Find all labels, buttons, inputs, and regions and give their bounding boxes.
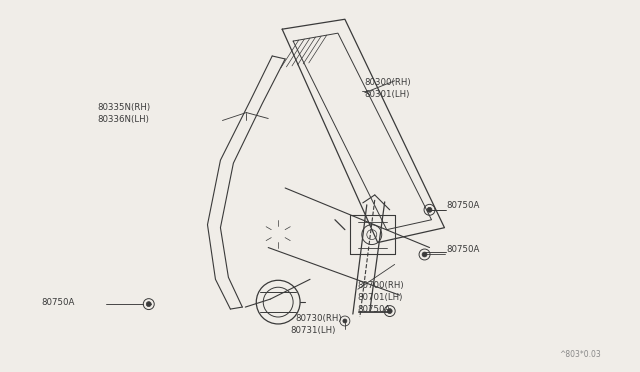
Text: 80335N(RH): 80335N(RH) [97, 103, 150, 112]
Text: 80750A: 80750A [41, 298, 75, 307]
Text: 80336N(LH): 80336N(LH) [97, 115, 149, 124]
Circle shape [427, 207, 432, 212]
Circle shape [422, 252, 427, 257]
Text: 80730(RH): 80730(RH) [295, 314, 342, 324]
Text: 80731(LH): 80731(LH) [290, 326, 335, 336]
Circle shape [387, 309, 392, 314]
Text: 80700(RH): 80700(RH) [358, 281, 404, 290]
Text: ^803*0.03: ^803*0.03 [559, 350, 601, 359]
Circle shape [343, 319, 347, 323]
Text: 80750A: 80750A [447, 201, 480, 210]
Text: 80750A: 80750A [358, 305, 391, 314]
Circle shape [147, 302, 151, 307]
Text: 80750A: 80750A [447, 245, 480, 254]
Text: 80301(LH): 80301(LH) [365, 90, 410, 99]
Text: 80701(LH): 80701(LH) [358, 293, 403, 302]
Text: 80300(RH): 80300(RH) [365, 78, 412, 87]
